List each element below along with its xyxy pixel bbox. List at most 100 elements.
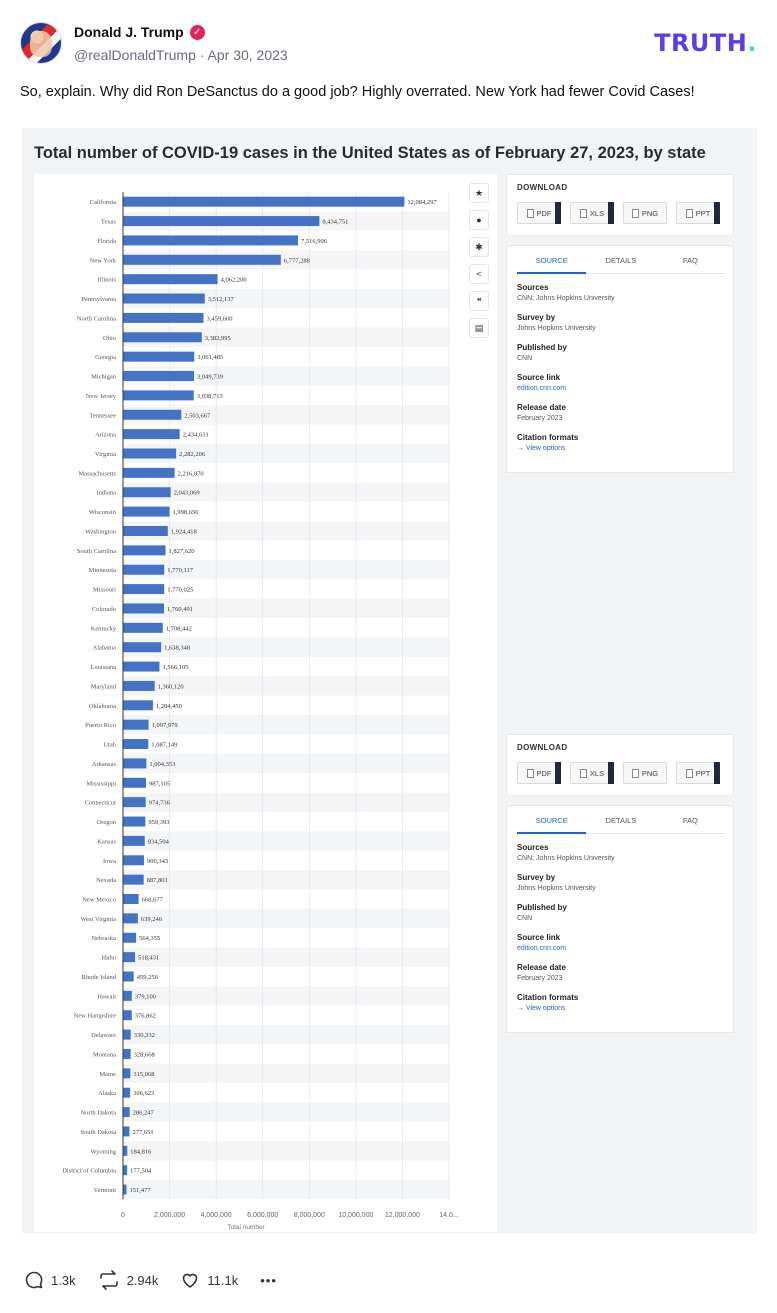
author-handle[interactable]: @realDonaldTrump	[74, 47, 196, 63]
meta-value: CNN	[517, 355, 533, 362]
bar	[123, 990, 132, 1001]
value-label: 1,708,442	[166, 625, 192, 632]
category-label: Rhode Island	[82, 974, 117, 981]
download-xls-button[interactable]: XLS	[570, 762, 614, 784]
download-xls-label: XLS	[589, 208, 605, 218]
category-label: Oklahoma	[89, 703, 116, 710]
share-icon[interactable]: <	[469, 264, 489, 284]
gear-icon[interactable]: ✱	[469, 237, 489, 257]
tab-faq[interactable]: FAQ	[682, 816, 698, 825]
source-link[interactable]: edition.cnn.com	[517, 385, 567, 392]
meta-label: Source link	[517, 933, 561, 942]
category-label: New Mexico	[82, 897, 116, 904]
bar	[123, 622, 163, 633]
dropdown-icon	[608, 202, 614, 224]
post-image[interactable]: Total number of COVID-19 cases in the Un…	[22, 128, 757, 1233]
category-label: New York	[90, 257, 117, 264]
meta-label: Citation formats	[517, 433, 579, 442]
bar	[123, 758, 147, 769]
row-stripe	[123, 714, 449, 735]
category-label: Alabama	[93, 645, 117, 652]
brand-text: TRUTH	[654, 29, 748, 57]
value-label: 900,343	[147, 858, 168, 865]
star-icon[interactable]: ★	[469, 183, 489, 203]
row-stripe	[123, 908, 449, 929]
download-ppt-button[interactable]: PPT	[676, 202, 720, 224]
category-label: Pennsylvania	[81, 296, 116, 303]
x-tick-label: 4,000,000	[201, 1212, 232, 1219]
tab-details[interactable]: DETAILS	[605, 256, 637, 265]
post-date[interactable]: Apr 30, 2023	[207, 47, 288, 63]
download-pdf-button[interactable]: PDF	[517, 762, 561, 784]
category-label: South Carolina	[77, 548, 116, 555]
download-ppt-button[interactable]: PPT	[676, 762, 720, 784]
dropdown-icon	[555, 762, 561, 784]
bar	[123, 680, 155, 691]
value-label: 315,068	[133, 1071, 154, 1078]
tab-details[interactable]: DETAILS	[605, 816, 637, 825]
x-tick-label: 10,000,000	[338, 1212, 373, 1219]
download-png-button[interactable]: PNG	[623, 202, 667, 224]
category-label: Missouri	[93, 587, 116, 594]
info-panel: SOURCE DETAILS FAQ Sources CNN; Johns Hop…	[506, 245, 734, 473]
bar	[123, 1048, 131, 1059]
bar	[123, 429, 180, 440]
category-label: Oregon	[97, 819, 117, 826]
value-label: 3,038,713	[197, 393, 223, 400]
category-label: Maine	[99, 1071, 116, 1078]
tab-source[interactable]: SOURCE	[517, 256, 587, 274]
bar	[123, 1184, 127, 1195]
bar	[123, 1010, 132, 1021]
heart-icon	[183, 1273, 198, 1288]
value-label: 934,504	[148, 838, 170, 845]
bar	[123, 1145, 128, 1156]
row-stripe	[123, 947, 449, 967]
category-label: Vermont	[94, 1187, 117, 1194]
bar	[123, 1165, 128, 1176]
bar	[123, 739, 149, 750]
meta-release: Release date February 2023	[517, 402, 725, 424]
bell-icon[interactable]: ●	[469, 210, 489, 230]
reply-button[interactable]: 1.3k	[24, 1270, 76, 1290]
print-icon[interactable]: ▤	[469, 318, 489, 338]
category-label: Louisiana	[90, 664, 116, 671]
download-png-button[interactable]: PNG	[623, 762, 667, 784]
dropdown-icon	[608, 762, 614, 784]
avatar[interactable]	[20, 22, 62, 64]
source-link[interactable]: edition.cnn.com	[517, 945, 567, 952]
category-label: Idaho	[101, 955, 116, 962]
file-icon	[579, 768, 587, 778]
view-options-link[interactable]: → View options	[517, 445, 566, 452]
retruth-button[interactable]: 2.94k	[98, 1270, 158, 1290]
author-name[interactable]: Donald J. Trump	[74, 24, 184, 40]
download-pdf-button[interactable]: PDF	[517, 202, 561, 224]
truth-logo[interactable]: TRUTH.	[654, 29, 757, 57]
value-label: 8,434,751	[322, 219, 348, 226]
quote-icon[interactable]: ❝	[469, 291, 489, 311]
bar	[123, 894, 139, 905]
view-options-link[interactable]: → View options	[517, 1005, 566, 1012]
info-panel-repeat: SOURCE DETAILS FAQ Sources CNN; Johns Hop…	[506, 805, 734, 1033]
tab-faq[interactable]: FAQ	[682, 256, 698, 265]
bar	[123, 1107, 130, 1118]
tab-source[interactable]: SOURCE	[517, 816, 587, 834]
bar	[123, 467, 175, 478]
meta-sources: Sources CNN; Johns Hopkins University	[517, 842, 725, 864]
more-button[interactable]: •••	[260, 1273, 277, 1288]
download-xls-button[interactable]: XLS	[570, 202, 614, 224]
value-label: 1,087,149	[151, 742, 177, 749]
file-icon	[579, 208, 587, 218]
download-panel: DOWNLOAD PDF XLS PNG PPT	[506, 174, 734, 236]
category-label: Iowa	[103, 858, 116, 865]
value-label: 1,924,418	[171, 528, 197, 535]
bar	[123, 254, 281, 265]
category-label: New Jersey	[86, 393, 117, 400]
meta-publisher: Published by CNN	[517, 902, 725, 924]
meta-source-link: Source link edition.cnn.com	[517, 372, 725, 394]
author-row: Donald J. Trump ✓	[74, 24, 205, 40]
meta-source-link: Source link edition.cnn.com	[517, 932, 725, 954]
like-button[interactable]: 11.1k	[180, 1270, 238, 1290]
meta-label: Sources	[517, 283, 549, 292]
value-label: 2,503,667	[184, 412, 211, 419]
category-label: Ohio	[103, 335, 116, 342]
